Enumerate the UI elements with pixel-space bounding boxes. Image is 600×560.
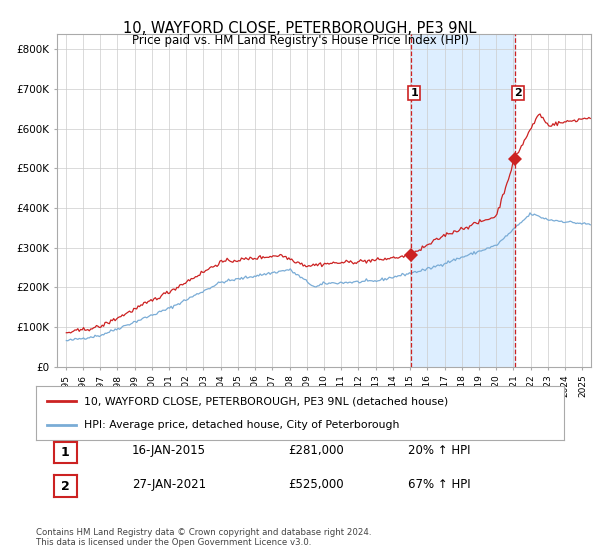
Text: £525,000: £525,000 bbox=[288, 478, 344, 491]
Text: 67% ↑ HPI: 67% ↑ HPI bbox=[408, 478, 470, 491]
Text: Contains HM Land Registry data © Crown copyright and database right 2024.
This d: Contains HM Land Registry data © Crown c… bbox=[36, 528, 371, 547]
Text: 20% ↑ HPI: 20% ↑ HPI bbox=[408, 444, 470, 458]
Text: 1: 1 bbox=[61, 446, 70, 459]
Text: 2: 2 bbox=[61, 479, 70, 493]
Text: 10, WAYFORD CLOSE, PETERBOROUGH, PE3 9NL: 10, WAYFORD CLOSE, PETERBOROUGH, PE3 9NL bbox=[124, 21, 476, 36]
Text: £281,000: £281,000 bbox=[288, 444, 344, 458]
Text: 2: 2 bbox=[514, 88, 522, 98]
Text: 1: 1 bbox=[410, 88, 418, 98]
Text: 10, WAYFORD CLOSE, PETERBOROUGH, PE3 9NL (detached house): 10, WAYFORD CLOSE, PETERBOROUGH, PE3 9NL… bbox=[83, 396, 448, 407]
Text: 27-JAN-2021: 27-JAN-2021 bbox=[132, 478, 206, 491]
Text: Price paid vs. HM Land Registry's House Price Index (HPI): Price paid vs. HM Land Registry's House … bbox=[131, 34, 469, 46]
Text: 16-JAN-2015: 16-JAN-2015 bbox=[132, 444, 206, 458]
Text: HPI: Average price, detached house, City of Peterborough: HPI: Average price, detached house, City… bbox=[83, 419, 399, 430]
Bar bbox=[411, 34, 515, 367]
